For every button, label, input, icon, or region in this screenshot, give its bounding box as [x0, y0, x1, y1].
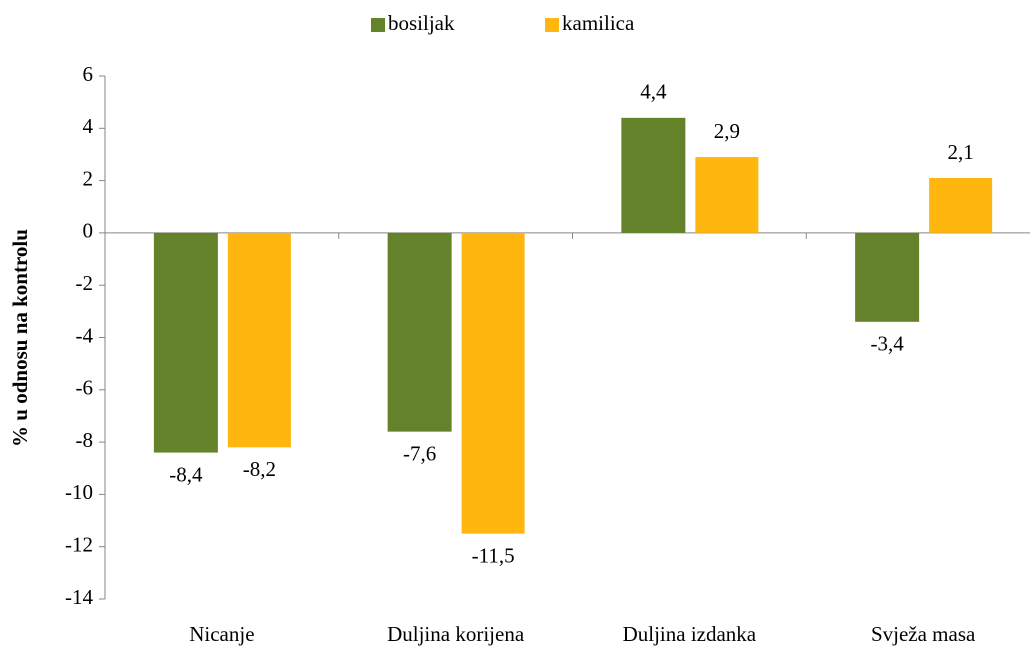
bar: [227, 232, 291, 448]
y-axis-title: % u odnosu na kontrolu: [8, 229, 32, 447]
legend-label: bosiljak: [388, 11, 455, 35]
x-tick-label: Duljina korijena: [387, 622, 525, 646]
bar: [153, 232, 218, 453]
x-tick-label: Nicanje: [189, 622, 254, 646]
value-label: 4,4: [640, 80, 667, 104]
y-tick-label: -4: [76, 323, 94, 347]
x-tick-label: Svježa masa: [871, 622, 976, 646]
value-label: 2,1: [948, 140, 974, 164]
y-tick-label: 0: [83, 219, 94, 243]
value-label: -11,5: [472, 543, 515, 567]
bar: [461, 232, 525, 534]
y-tick-label: -2: [76, 271, 94, 295]
legend-swatch: [545, 18, 559, 32]
y-tick-label: -12: [65, 533, 93, 557]
y-tick-label: -14: [65, 585, 93, 609]
bar: [695, 157, 759, 233]
y-tick-label: -10: [65, 480, 93, 504]
y-tick-label: 4: [83, 114, 94, 138]
y-tick-label: -6: [76, 376, 94, 400]
value-label: -7,6: [403, 441, 436, 465]
value-label: -8,4: [169, 462, 203, 486]
y-tick-label: 2: [83, 166, 94, 190]
legend-swatch: [371, 18, 385, 32]
bar: [855, 232, 920, 322]
y-tick-label: -8: [76, 428, 94, 452]
bar: [929, 177, 993, 233]
bar: [387, 232, 452, 432]
value-label: 2,9: [714, 119, 740, 143]
value-label: -8,2: [243, 457, 276, 481]
y-tick-label: 6: [83, 62, 94, 86]
legend-label: kamilica: [562, 11, 635, 35]
value-label: -3,4: [871, 332, 905, 356]
x-tick-label: Duljina izdanka: [623, 622, 757, 646]
bar: [621, 117, 686, 233]
